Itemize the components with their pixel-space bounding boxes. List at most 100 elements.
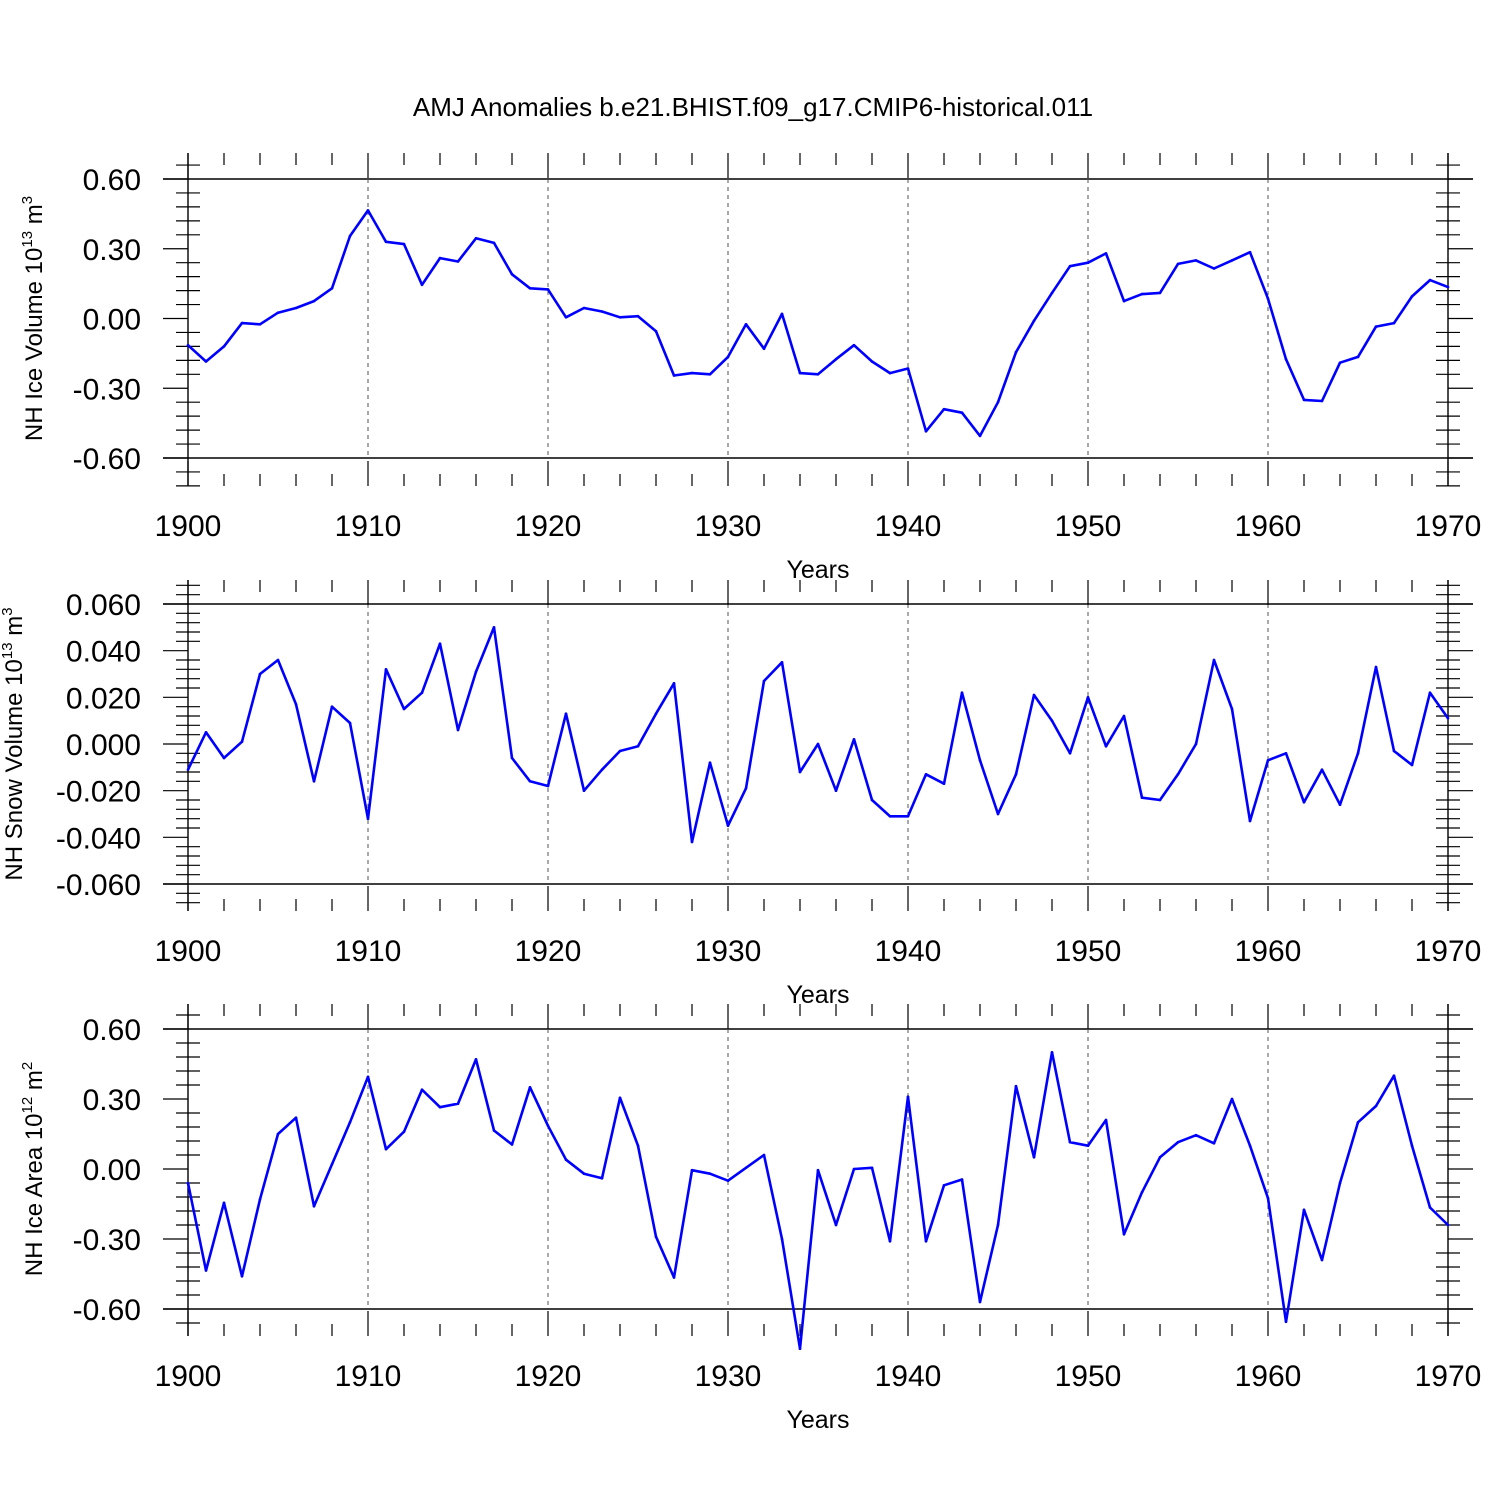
snow-volume-data-point (726, 824, 730, 827)
ice-area-data-point (582, 1172, 586, 1175)
snow-volume-data-point (762, 679, 766, 683)
snow-volume-data-point (1104, 745, 1108, 748)
ice-area-data-point (222, 1201, 226, 1205)
ice-area-data-point (1086, 1144, 1090, 1147)
snow-volume-ytick-label: 0.040 (66, 636, 141, 669)
snow-volume-data-point (438, 642, 442, 645)
ice-volume-data-point (888, 371, 892, 375)
ice-volume-xtick-label: 1950 (1055, 510, 1122, 543)
ice-volume-data-point (1266, 297, 1270, 301)
snow-volume-data-point (1230, 707, 1234, 711)
snow-volume-ytick-label: 0.020 (66, 682, 141, 715)
ice-area-data-point (600, 1177, 604, 1180)
snow-volume-data-point (1050, 719, 1054, 722)
ice-volume-data-point (1194, 259, 1198, 262)
ice-area-data-point (1266, 1196, 1270, 1200)
snow-volume-data-point (186, 768, 190, 771)
ice-volume-data-point (1068, 264, 1072, 268)
snow-volume-data-point (204, 731, 208, 734)
snow-volume-panel: -0.060 -0.040 -0.020 0.000 0.020 0.040 0.060 19… (0, 580, 1481, 1009)
ice-volume-data-point (1122, 299, 1126, 303)
snow-volume-data-point (1266, 759, 1270, 762)
ice-volume-data-point (852, 343, 856, 347)
snow-volume-data-point (222, 756, 226, 760)
ice-area-data-point (1428, 1206, 1432, 1209)
snow-volume-data-point (384, 668, 388, 671)
ice-area-data-point (942, 1184, 946, 1187)
ice-area-data-point (456, 1102, 460, 1105)
snow-volume-data-point (546, 784, 550, 788)
ice-area-data-point (780, 1237, 784, 1241)
ice-area-data-point (528, 1086, 532, 1089)
snow-volume-data-point (1032, 693, 1036, 697)
ice-area-data-point (618, 1096, 622, 1100)
ice-volume-x-axis-label: Years (786, 556, 849, 584)
snow-volume-xtick-label: 1910 (335, 935, 402, 968)
ice-volume-data-point (780, 312, 784, 316)
ice-area-data-point (1230, 1097, 1234, 1101)
ice-area-data-point (474, 1058, 478, 1061)
snow-volume-data-point (510, 756, 514, 760)
ice-area-data-point (996, 1223, 1000, 1227)
ice-volume-data-point (1014, 350, 1018, 354)
ice-area-data-point (1284, 1320, 1288, 1324)
snow-volume-data-point (240, 740, 244, 743)
ice-volume-data-point (942, 407, 946, 411)
ice-volume-data-point (636, 314, 640, 318)
ice-area-data-point (294, 1116, 298, 1119)
snow-volume-data-point (1428, 691, 1432, 694)
ice-area-data-point (384, 1147, 388, 1151)
snow-volume-ytick-label: 0.060 (66, 589, 141, 622)
ice-volume-data-point (1050, 291, 1054, 295)
ice-volume-data-point (402, 242, 406, 246)
ice-area-data-point (960, 1178, 964, 1181)
ice-volume-xtick-label: 1940 (875, 510, 942, 543)
ice-volume-data-point (438, 256, 442, 260)
ice-volume-ytick-label: 0.30 (83, 234, 141, 267)
ice-area-ytick-label: 0.00 (83, 1154, 141, 1187)
ice-area-xtick-label: 1900 (155, 1360, 222, 1393)
ice-volume-data-point (870, 360, 874, 363)
ice-volume-data-point (366, 209, 370, 212)
snow-volume-ytick-label: -0.060 (56, 869, 141, 902)
snow-volume-x-axis-label: Years (786, 981, 849, 1009)
ice-area-data-point (690, 1168, 694, 1172)
ice-volume-data-point (1158, 291, 1162, 295)
ice-area-data-point (510, 1143, 514, 1146)
snow-volume-data-point (1302, 801, 1306, 804)
ice-area-data-point (1122, 1233, 1126, 1236)
snow-volume-data-point (978, 759, 982, 762)
ice-volume-data-point (1356, 355, 1360, 359)
ice-area-xtick-label: 1930 (695, 1360, 762, 1393)
snow-volume-xtick-label: 1900 (155, 935, 222, 968)
ice-volume-data-point (582, 306, 586, 310)
snow-volume-data-point (330, 705, 334, 708)
snow-volume-data-point (816, 742, 820, 746)
ice-volume-data-point (510, 273, 514, 276)
figure-title: AMJ Anomalies b.e21.BHIST.f09_g17.CMIP6-… (413, 92, 1093, 122)
snow-volume-data-point (312, 780, 316, 783)
ice-area-data-point (1338, 1181, 1342, 1185)
ice-area-data-point (402, 1130, 406, 1133)
snow-volume-data-point (1248, 819, 1252, 823)
snow-volume-data-point (1176, 773, 1180, 776)
snow-volume-data-point (870, 798, 874, 802)
snow-volume-data-point (1140, 796, 1144, 799)
snow-volume-data-point (1320, 768, 1324, 771)
snow-volume-data-point (600, 768, 604, 771)
ice-area-data-point (1068, 1140, 1072, 1144)
snow-volume-xtick-label: 1930 (695, 935, 762, 968)
ice-volume-xtick-label: 1970 (1415, 510, 1482, 543)
ice-area-data-point (636, 1144, 640, 1147)
snow-volume-data-point (852, 738, 856, 741)
snow-volume-data-point (834, 789, 838, 792)
ice-area-data-point (348, 1121, 352, 1124)
ice-area-data-point (816, 1168, 820, 1172)
snow-volume-data-point (564, 712, 568, 715)
ice-volume-data-point (528, 287, 532, 290)
snow-volume-data-point (1392, 749, 1396, 753)
snow-volume-data-point (798, 770, 802, 774)
snow-volume-ytick-label: -0.020 (56, 776, 141, 809)
ice-area-ytick-label: -0.60 (73, 1294, 141, 1327)
snow-volume-data-point (492, 626, 496, 629)
